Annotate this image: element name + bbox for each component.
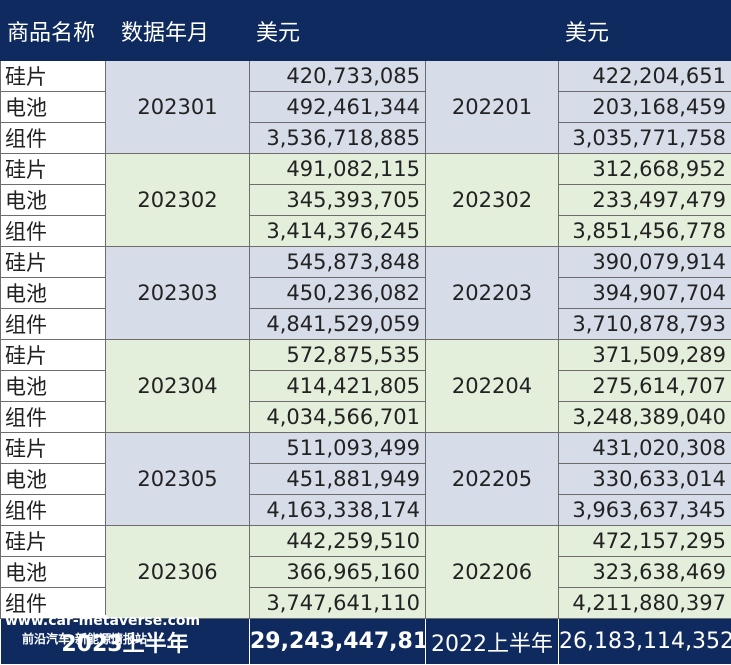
value-2022: 390,079,914 <box>559 247 731 278</box>
header-data-month: 数据年月 <box>121 21 209 46</box>
value-2022: 4,211,880,397 <box>559 588 731 619</box>
total-label-2022: 2022上半年 <box>426 619 559 665</box>
item-name: 电池 <box>1 371 106 402</box>
item-name: 组件 <box>1 402 106 433</box>
item-name: 组件 <box>1 123 106 154</box>
header-usd-2: 美元 <box>559 1 731 61</box>
value-2023: 3,747,641,110 <box>250 588 426 619</box>
header-row: 商品名称 数据年月 美元 美元 <box>1 1 731 61</box>
value-2023: 345,393,705 <box>250 185 426 216</box>
value-2022: 330,633,014 <box>559 464 731 495</box>
value-2023: 4,163,338,174 <box>250 495 426 526</box>
item-name: 硅片 <box>1 340 106 371</box>
month-2022: 202203 <box>426 247 559 340</box>
month-2022: 202204 <box>426 340 559 433</box>
value-2022: 3,710,878,793 <box>559 309 731 340</box>
value-2023: 545,873,848 <box>250 247 426 278</box>
value-2023: 450,236,082 <box>250 278 426 309</box>
item-name: 电池 <box>1 185 106 216</box>
value-2022: 3,851,456,778 <box>559 216 731 247</box>
item-name: 硅片 <box>1 433 106 464</box>
value-2023: 420,733,085 <box>250 61 426 92</box>
value-2023: 3,536,718,885 <box>250 123 426 154</box>
value-2023: 4,841,529,059 <box>250 309 426 340</box>
value-2022: 312,668,952 <box>559 154 731 185</box>
header-product-month: 商品名称 数据年月 <box>1 1 250 61</box>
value-2022: 371,509,289 <box>559 340 731 371</box>
value-2022: 422,204,651 <box>559 61 731 92</box>
item-name: 硅片 <box>1 61 106 92</box>
month-2022: 202206 <box>426 526 559 619</box>
item-name: 硅片 <box>1 247 106 278</box>
value-2023: 492,461,344 <box>250 92 426 123</box>
header-usd-1: 美元 <box>250 1 559 61</box>
month-2022: 202201 <box>426 61 559 154</box>
value-2022: 472,157,295 <box>559 526 731 557</box>
total-value-2023: 29,243,447,811 <box>250 619 426 665</box>
value-2022: 394,907,704 <box>559 278 731 309</box>
value-2023: 4,034,566,701 <box>250 402 426 433</box>
value-2023: 3,414,376,245 <box>250 216 426 247</box>
item-name: 硅片 <box>1 526 106 557</box>
total-value-2022: 26,183,114,352 <box>559 619 731 665</box>
item-name: 电池 <box>1 557 106 588</box>
month-2023: 202301 <box>106 61 250 154</box>
month-2023: 202305 <box>106 433 250 526</box>
item-name: 电池 <box>1 464 106 495</box>
item-name: 硅片 <box>1 154 106 185</box>
item-name: 组件 <box>1 309 106 340</box>
month-2023: 202303 <box>106 247 250 340</box>
watermark-url: www.car-metaverse.com <box>5 613 200 629</box>
watermark-name: 前沿汽车-新能源情报站 <box>22 630 147 647</box>
value-2022: 3,963,637,345 <box>559 495 731 526</box>
value-2023: 491,082,115 <box>250 154 426 185</box>
month-2022: 202302 <box>426 154 559 247</box>
value-2023: 442,259,510 <box>250 526 426 557</box>
value-2023: 366,965,160 <box>250 557 426 588</box>
value-2022: 3,035,771,758 <box>559 123 731 154</box>
value-2023: 511,093,499 <box>250 433 426 464</box>
item-name: 组件 <box>1 495 106 526</box>
value-2023: 451,881,949 <box>250 464 426 495</box>
month-2023: 202302 <box>106 154 250 247</box>
month-2022: 202205 <box>426 433 559 526</box>
value-2022: 323,638,469 <box>559 557 731 588</box>
month-2023: 202304 <box>106 340 250 433</box>
item-name: 电池 <box>1 278 106 309</box>
value-2022: 233,497,479 <box>559 185 731 216</box>
value-2023: 572,875,535 <box>250 340 426 371</box>
value-2022: 203,168,459 <box>559 92 731 123</box>
item-name: 组件 <box>1 216 106 247</box>
value-2022: 3,248,389,040 <box>559 402 731 433</box>
header-product-name: 商品名称 <box>7 21 95 46</box>
item-name: 电池 <box>1 92 106 123</box>
month-2023: 202306 <box>106 526 250 619</box>
value-2023: 414,421,805 <box>250 371 426 402</box>
value-2022: 431,020,308 <box>559 433 731 464</box>
value-2022: 275,614,707 <box>559 371 731 402</box>
